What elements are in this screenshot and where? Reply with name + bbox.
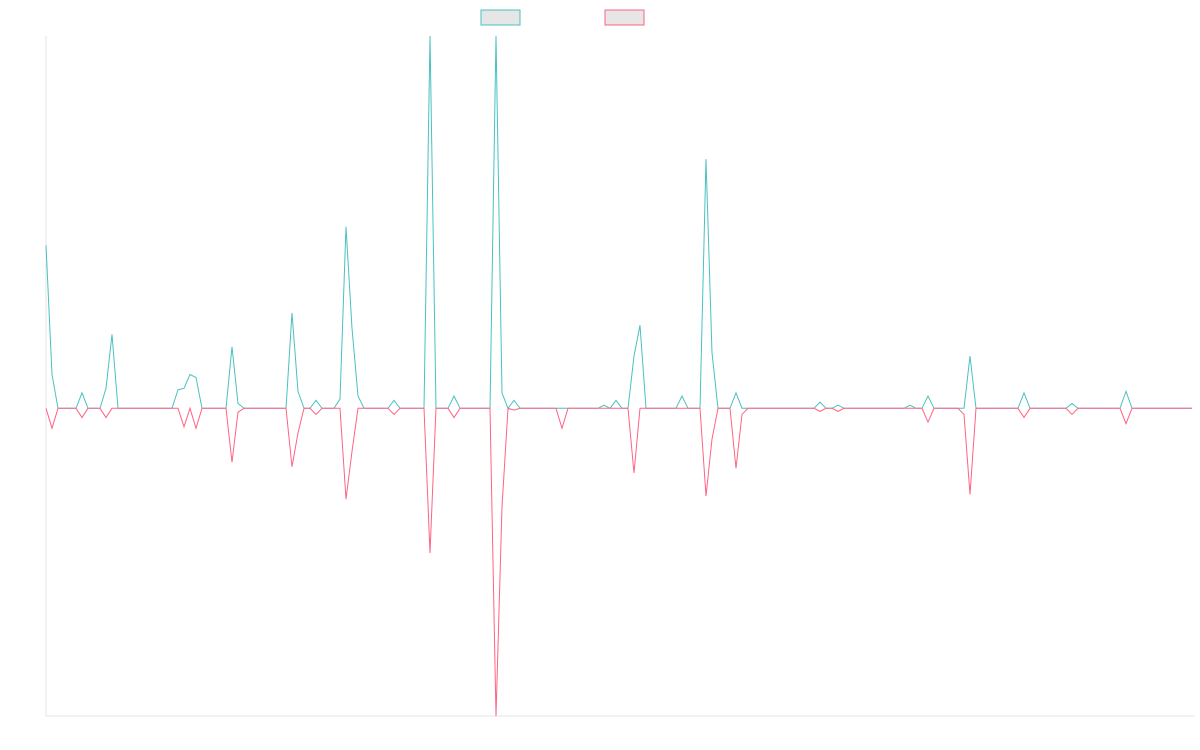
series-line [45, 406, 1192, 717]
series-line [45, 35, 1192, 410]
legend-swatch [480, 9, 521, 26]
legend-swatch [604, 9, 645, 26]
